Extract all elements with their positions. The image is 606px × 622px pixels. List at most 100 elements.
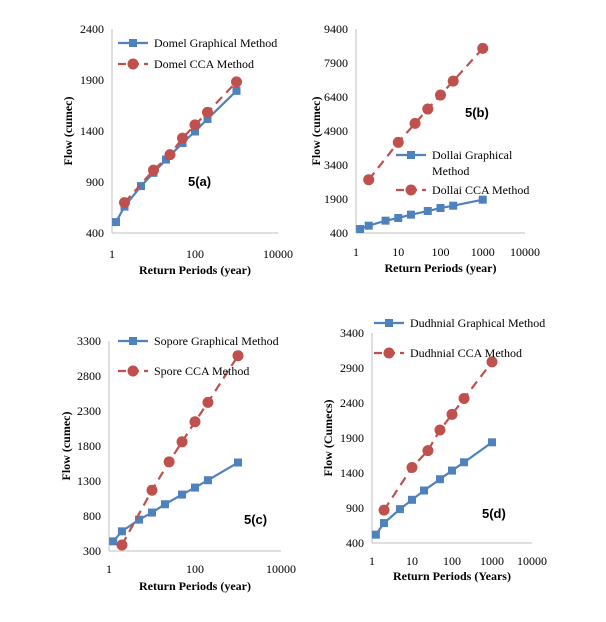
panel-label: 5(d)	[482, 506, 506, 521]
panel-label: 5(a)	[188, 174, 211, 189]
circle-marker	[409, 117, 421, 129]
legend-label: Sopore Graphical Method	[154, 334, 279, 348]
x-tick-label: 10000	[266, 562, 296, 576]
series-line	[112, 461, 239, 543]
legend-label: Dollai CCA Method	[432, 183, 529, 197]
circle-marker	[422, 103, 434, 115]
square-marker	[394, 213, 403, 222]
square-marker	[380, 519, 389, 528]
circle-marker	[127, 365, 139, 377]
y-axis-title: Flow (cumec)	[309, 97, 323, 166]
square-marker	[478, 195, 487, 204]
x-axis-title: Return Periods (year)	[139, 579, 251, 593]
square-marker	[449, 201, 458, 210]
square-marker	[356, 225, 365, 234]
x-tick-label: 1	[109, 247, 115, 261]
y-tick-label: 900	[86, 175, 104, 189]
circle-marker	[189, 119, 201, 131]
x-tick-label: 10	[392, 245, 404, 259]
panel-label: 5(c)	[244, 512, 267, 527]
series-line	[359, 198, 483, 231]
circle-marker	[458, 392, 470, 404]
series-line	[374, 441, 493, 536]
y-tick-label: 400	[330, 226, 348, 240]
legend-label: Dollai Graphical Method	[432, 148, 513, 178]
y-tick-label: 1900	[324, 192, 348, 206]
circle-marker	[127, 58, 139, 70]
circle-marker	[378, 504, 390, 516]
square-marker	[178, 490, 187, 499]
y-tick-label: 1800	[77, 439, 101, 453]
legend-label: Spore CCA Method	[154, 364, 249, 378]
y-axis-title: Flow (cumec)	[59, 412, 73, 481]
y-tick-label: 3400	[324, 158, 348, 172]
panel-label: 5(b)	[465, 105, 489, 120]
x-tick-label: 100	[186, 562, 204, 576]
x-tick-label: 1	[353, 245, 359, 259]
square-marker	[423, 207, 432, 216]
circle-marker	[435, 89, 446, 101]
y-tick-label: 3300	[77, 334, 101, 348]
y-tick-label: 400	[86, 226, 104, 240]
square-marker	[420, 486, 429, 495]
circle-marker	[363, 174, 375, 186]
square-marker	[364, 221, 373, 230]
y-tick-label: 300	[83, 544, 101, 558]
circle-marker	[383, 347, 395, 359]
circle-marker	[148, 164, 159, 176]
circle-marker	[163, 456, 175, 468]
circle-marker	[486, 356, 498, 368]
x-tick-label: 1000	[471, 245, 495, 259]
circle-marker	[477, 42, 489, 54]
square-marker	[406, 210, 415, 219]
square-marker	[395, 505, 404, 514]
y-tick-label: 900	[346, 501, 364, 515]
chart-panel-d: 400 900 1400 1900 2400 2900 3400 1 10 100 1000 1000…	[321, 316, 547, 583]
y-tick-label: 3400	[340, 326, 364, 340]
circle-marker	[118, 197, 130, 209]
circle-marker	[164, 149, 176, 161]
circle-marker	[446, 408, 458, 420]
x-tick-label: 10	[406, 554, 418, 568]
circle-marker	[146, 484, 158, 496]
circle-marker	[189, 416, 201, 428]
x-tick-label: 100	[443, 554, 461, 568]
legend-label: Dudhnial CCA Method	[410, 346, 522, 360]
y-tick-label: 2400	[340, 396, 364, 410]
circle-marker	[406, 462, 418, 474]
y-tick-label: 2800	[77, 369, 101, 383]
y-tick-label: 6400	[324, 90, 348, 104]
square-marker	[112, 218, 121, 227]
circle-marker	[116, 539, 128, 551]
square-marker	[488, 438, 496, 447]
square-marker	[232, 86, 241, 95]
x-axis-title: Return Periods (year)	[139, 263, 251, 277]
square-marker	[129, 337, 137, 345]
square-marker	[129, 39, 137, 47]
x-tick-label: 10000	[263, 247, 293, 261]
square-marker	[203, 476, 212, 485]
circle-marker	[447, 75, 459, 87]
square-marker	[191, 483, 199, 492]
x-axis-title: Return Periods (year)	[385, 261, 497, 275]
square-marker	[117, 527, 126, 536]
y-tick-label: 2300	[77, 404, 101, 418]
square-marker	[191, 127, 199, 136]
x-tick-label: 10000	[510, 245, 540, 259]
circle-marker	[202, 396, 214, 408]
circle-marker	[231, 76, 242, 88]
y-tick-label: 1900	[80, 73, 104, 87]
square-marker	[436, 204, 445, 213]
square-marker	[385, 319, 393, 327]
circle-marker	[232, 350, 244, 362]
x-tick-label: 100	[186, 247, 204, 261]
y-tick-label: 1300	[77, 474, 101, 488]
x-tick-label: 1	[369, 554, 375, 568]
circle-marker	[177, 132, 189, 144]
square-marker	[435, 475, 444, 484]
square-marker	[381, 216, 390, 225]
chart-panel-c: 300 800 1300 1800 2300 2800 3300 1 100 10000 Retur…	[59, 334, 296, 593]
square-marker	[460, 458, 469, 467]
square-marker	[448, 466, 456, 475]
